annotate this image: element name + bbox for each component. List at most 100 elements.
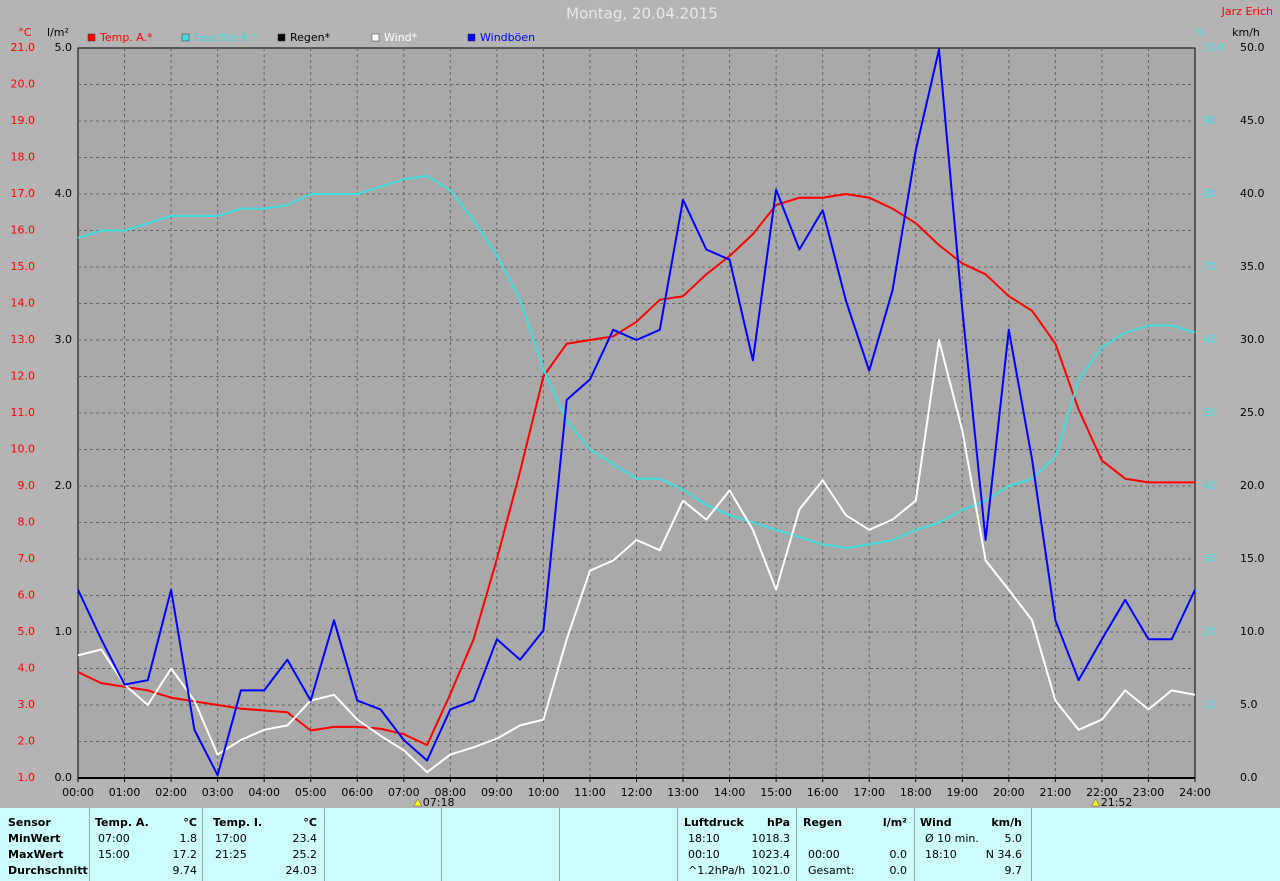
x-tick-label: 14:00 xyxy=(714,786,746,799)
x-tick-label: 19:00 xyxy=(946,786,978,799)
group-title: Wind xyxy=(920,816,952,829)
y-tick-label: 2.0 xyxy=(18,735,36,748)
y4-tick-label: 20.0 xyxy=(1240,479,1265,492)
cell-value: 17.2 xyxy=(172,848,198,861)
cell-time: 21:25 xyxy=(215,848,247,861)
y-tick-label: 3.0 xyxy=(18,698,36,711)
y4-tick-label: 50.0 xyxy=(1240,41,1265,54)
y4-tick-label: 30.0 xyxy=(1240,333,1265,346)
legend-swatch xyxy=(277,33,286,42)
row-label: Sensor xyxy=(8,816,51,829)
y3-tick-label: 90 xyxy=(1203,114,1217,127)
y-tick-label: 15.0 xyxy=(11,260,36,273)
cell-value: 9.7 xyxy=(1004,864,1023,877)
x-tick-label: 23:00 xyxy=(1133,786,1165,799)
x-tick-label: 00:00 xyxy=(62,786,94,799)
y-tick-label: 20.0 xyxy=(11,78,36,91)
y-tick-label: 1.0 xyxy=(18,771,36,784)
table-cell xyxy=(560,808,678,881)
y-tick-label: 21.0 xyxy=(11,41,36,54)
group-unit: hPa xyxy=(766,816,790,829)
y2-tick-label: 3.0 xyxy=(55,333,73,346)
x-tick-label: 10:00 xyxy=(528,786,560,799)
annotation-label: 07:18 xyxy=(423,796,455,808)
y-tick-label: 8.0 xyxy=(18,516,36,529)
cell-time: 18:10 xyxy=(925,848,957,861)
y-tick-label: 14.0 xyxy=(11,297,36,310)
row-label: MaxWert xyxy=(8,848,64,861)
table-cell xyxy=(442,808,560,881)
annotation-label: 21:52 xyxy=(1101,796,1133,808)
y3-tick-label: 30 xyxy=(1203,552,1217,565)
group-unit: km/h xyxy=(991,816,1022,829)
y4-tick-label: 5.0 xyxy=(1240,698,1258,711)
x-tick-label: 15:00 xyxy=(760,786,792,799)
group-title: Luftdruck xyxy=(684,816,744,829)
cell-value: 1023.4 xyxy=(751,848,791,861)
y2-tick-label: 0.0 xyxy=(55,771,73,784)
cell-value: 25.2 xyxy=(292,848,318,861)
cell-value: 1021.0 xyxy=(751,864,791,877)
legend-swatch xyxy=(87,33,96,42)
group-unit: °C xyxy=(183,816,197,829)
y-tick-label: 9.0 xyxy=(18,479,36,492)
y2-tick-label: 5.0 xyxy=(55,41,73,54)
legend-label: Regen* xyxy=(290,31,331,44)
cell-value: 5.0 xyxy=(1004,832,1023,845)
y4-tick-label: 45.0 xyxy=(1240,114,1265,127)
group-unit: l/m² xyxy=(882,816,907,829)
table-cell xyxy=(797,808,915,881)
y-tick-label: 4.0 xyxy=(18,662,36,675)
row-label: MinWert xyxy=(8,832,61,845)
x-tick-label: 01:00 xyxy=(109,786,141,799)
group-title: Temp. I. xyxy=(213,816,263,829)
y-tick-label: 10.0 xyxy=(11,443,36,456)
row-label: Durchschnitt xyxy=(8,864,88,877)
cell-value: 9.74 xyxy=(172,864,198,877)
x-tick-label: 16:00 xyxy=(807,786,839,799)
y4-tick-label: 25.0 xyxy=(1240,406,1265,419)
annotation-marker xyxy=(1091,798,1101,807)
table-cell xyxy=(90,808,203,881)
table-cell xyxy=(203,808,325,881)
y-tick-label: 6.0 xyxy=(18,589,36,602)
table-cell xyxy=(915,808,1032,881)
y3-tick-label: 20 xyxy=(1203,625,1217,638)
legend-swatch xyxy=(181,33,190,42)
cell-value: 1.8 xyxy=(179,832,198,845)
cell-value: 24.03 xyxy=(285,864,318,877)
y3-tick-label: 70 xyxy=(1203,260,1217,273)
y-tick-label: 19.0 xyxy=(11,114,36,127)
table-cell xyxy=(678,808,797,881)
y2-tick-label: 1.0 xyxy=(55,625,73,638)
y-tick-label: 18.0 xyxy=(11,151,36,164)
legend-swatch xyxy=(371,33,380,42)
legend-swatch xyxy=(467,33,476,42)
x-tick-label: 24:00 xyxy=(1179,786,1211,799)
cell-time: 17:00 xyxy=(215,832,247,845)
cell-value: 0.0 xyxy=(889,864,908,877)
x-tick-label: 07:00 xyxy=(388,786,420,799)
cell-time: 15:00 xyxy=(98,848,130,861)
y4-tick-label: 35.0 xyxy=(1240,260,1265,273)
x-tick-label: 21:00 xyxy=(1040,786,1072,799)
cell-value: 23.4 xyxy=(292,832,318,845)
y-tick-label: 7.0 xyxy=(18,552,36,565)
y4-axis-unit: km/h xyxy=(1232,26,1260,39)
y4-tick-label: 40.0 xyxy=(1240,187,1265,200)
table-cell xyxy=(0,808,90,881)
x-tick-label: 09:00 xyxy=(481,786,513,799)
y-axis-unit: °C xyxy=(18,26,32,39)
cell-time: 00:10 xyxy=(688,848,720,861)
x-tick-label: 18:00 xyxy=(900,786,932,799)
cell-time: ^1.2hPa/h xyxy=(688,864,746,877)
y-tick-label: 16.0 xyxy=(11,224,36,237)
group-title: Regen xyxy=(803,816,843,829)
y2-tick-label: 2.0 xyxy=(55,479,73,492)
cell-time: Ø 10 min. xyxy=(925,832,979,845)
y-tick-label: 17.0 xyxy=(11,187,36,200)
legend-label: Feuchte A.* xyxy=(194,31,258,44)
x-tick-label: 12:00 xyxy=(621,786,653,799)
chart-title: Montag, 20.04.2015 xyxy=(566,5,718,23)
